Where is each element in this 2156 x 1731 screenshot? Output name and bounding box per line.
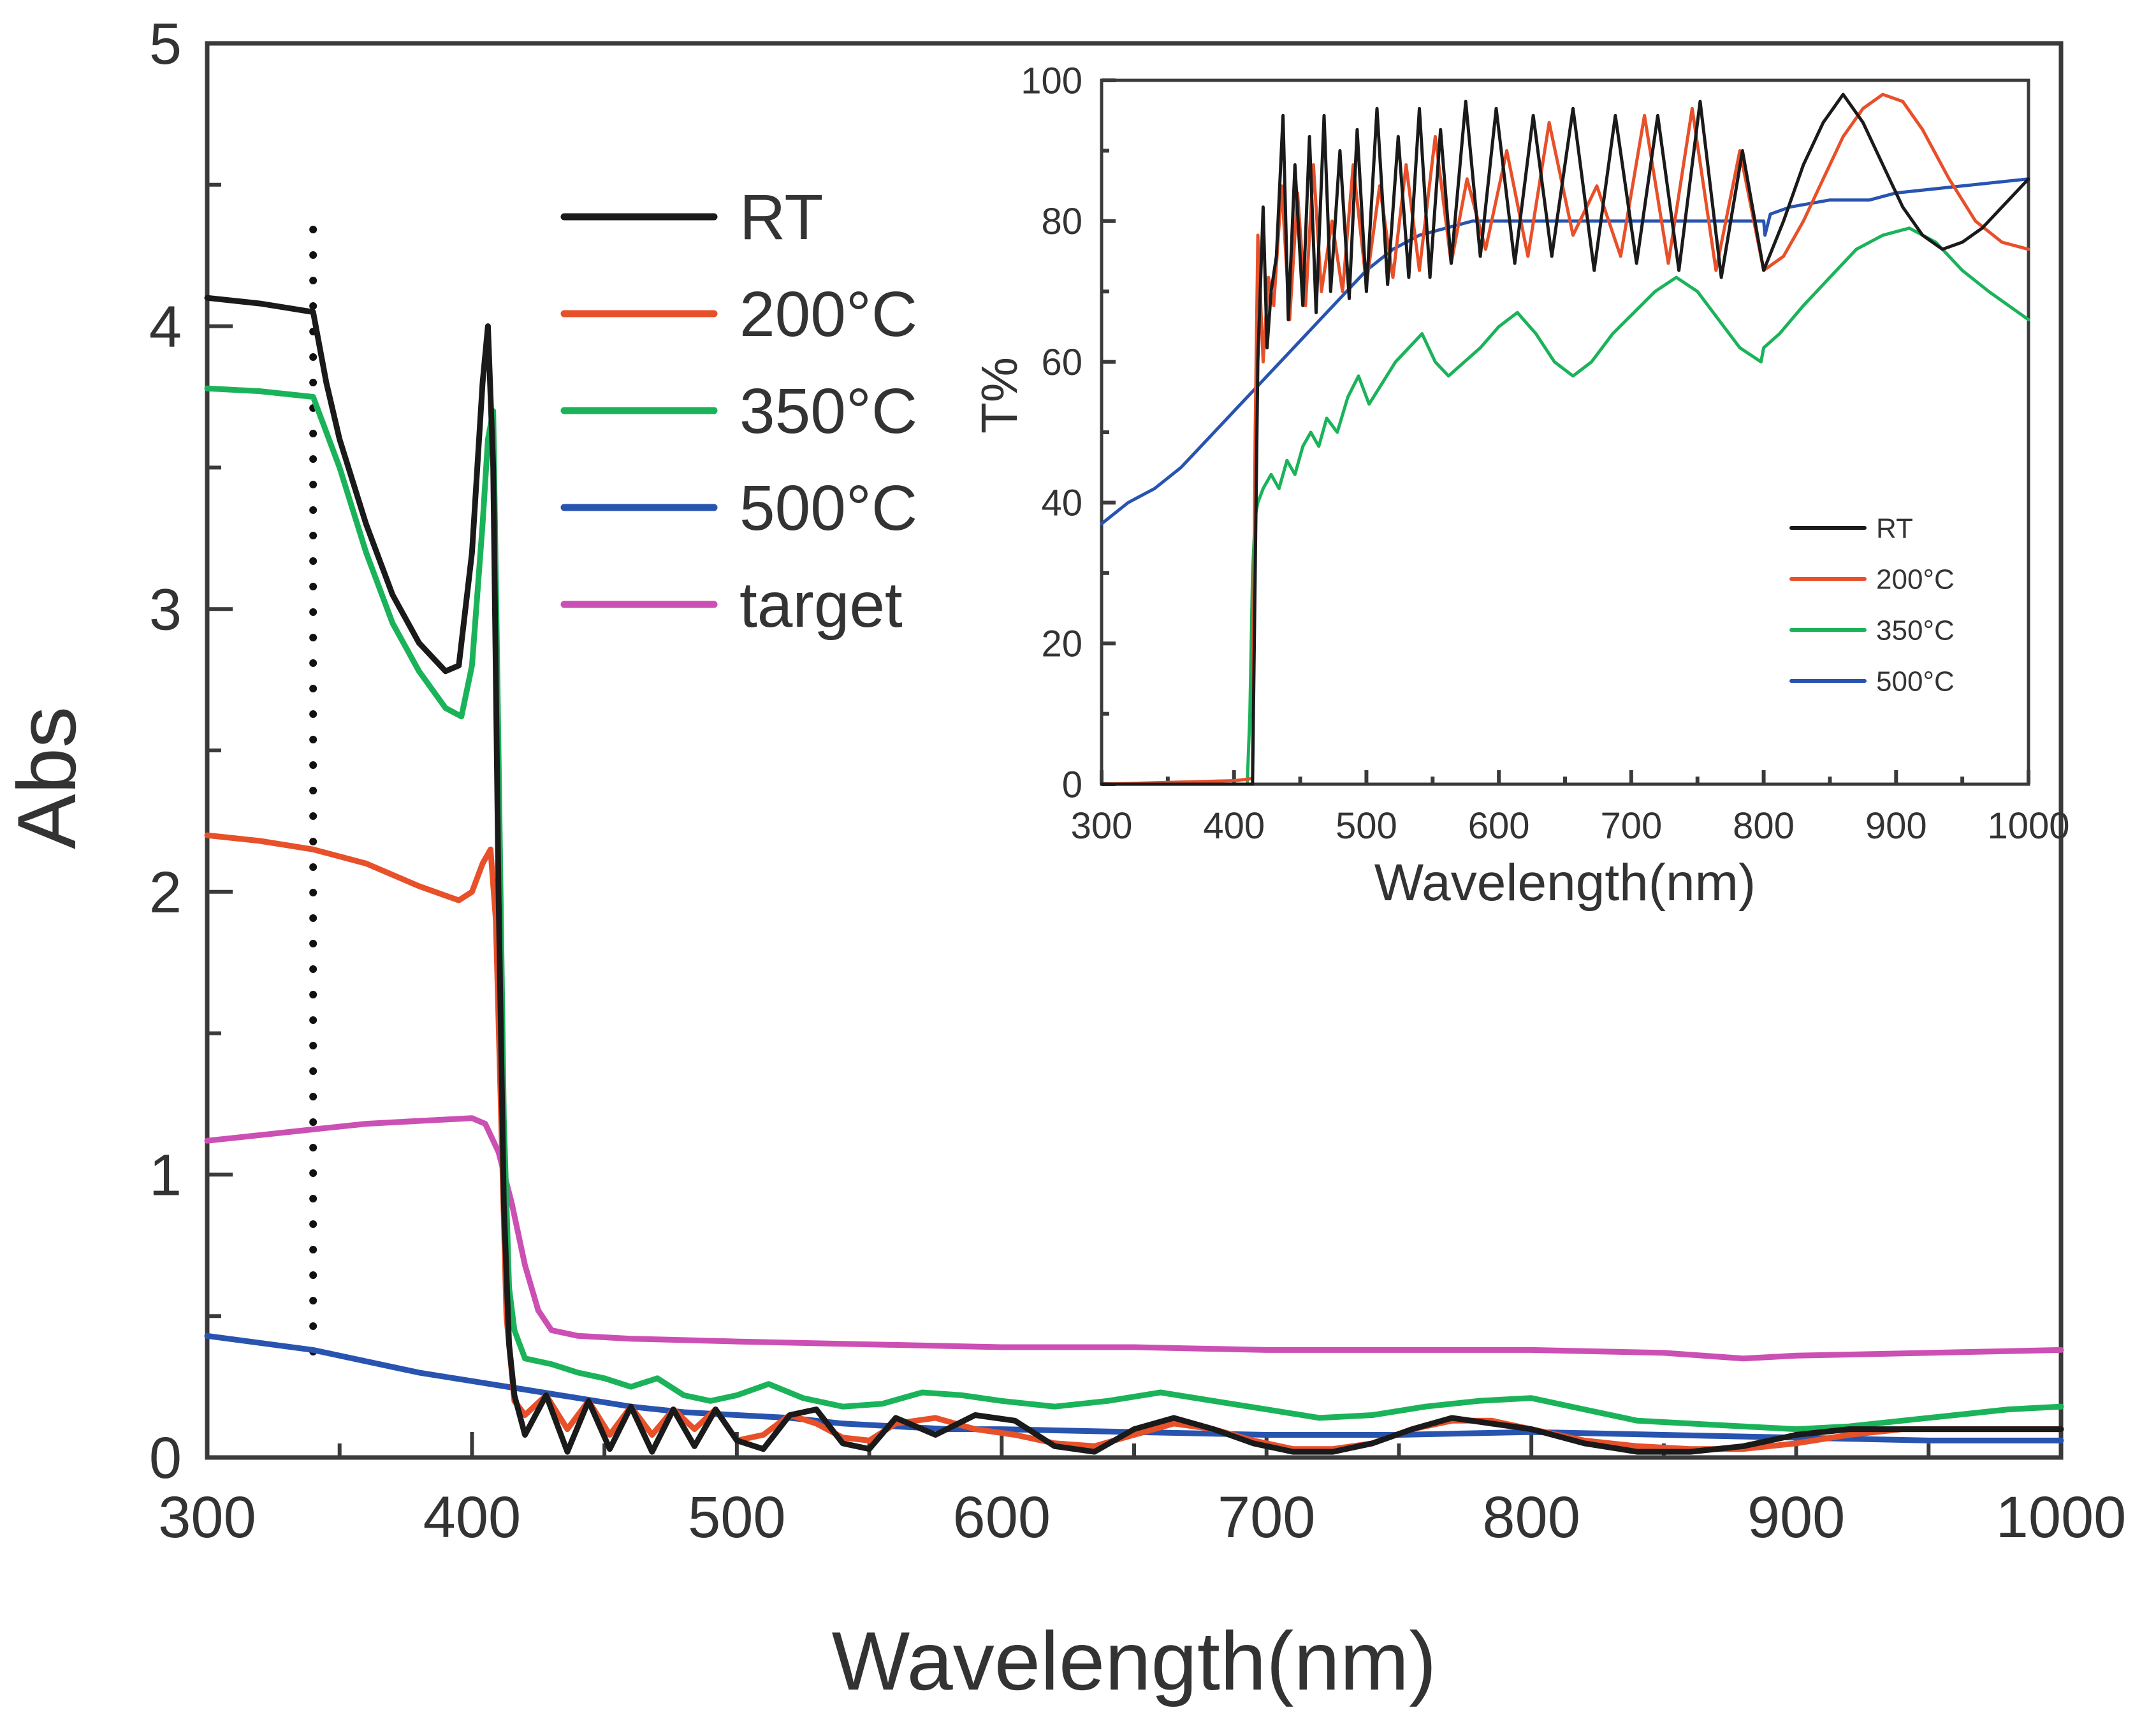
inset-transmittance-chart: 300 400 500 600 700 800 900 1000 0 20 40 60 80 100 W… [971, 60, 2070, 912]
x-tick-label: 300 [158, 1485, 256, 1550]
series-line-target [204, 1115, 2064, 1362]
main-series-group [204, 295, 2064, 1455]
inset-x-axis-label: Wavelength(nm) [1374, 854, 1756, 912]
series-line-500c [204, 1333, 2064, 1443]
inset-y-axis-label: T% [971, 357, 1028, 434]
x-tick-label: 800 [1733, 805, 1795, 847]
legend-label-200c: 200°C [739, 279, 917, 350]
y-tick-label: 80 [1041, 201, 1082, 242]
main-x-axis-label: Wavelength(nm) [832, 1614, 1437, 1707]
legend-label-200c: 200°C [1876, 564, 1955, 595]
series-line-350c [204, 385, 2064, 1433]
y-tick-label: 100 [1021, 60, 1082, 101]
inset-x-ticks: 300 400 500 600 700 800 900 1000 [1071, 770, 2070, 847]
x-tick-label: 300 [1071, 805, 1133, 847]
y-tick-label: 0 [1062, 764, 1082, 805]
legend-label-500c: 500°C [1876, 666, 1955, 697]
x-tick-label: 700 [1218, 1485, 1316, 1550]
x-tick-label: 400 [423, 1485, 521, 1550]
legend-label-500c: 500°C [739, 472, 917, 544]
y-tick-label: 4 [149, 295, 182, 360]
legend-label-rt: RT [1876, 513, 1913, 544]
series-line-350c [1100, 226, 2030, 786]
legend-label-350c: 350°C [1876, 615, 1955, 646]
series-line-rt [204, 295, 2064, 1455]
y-tick-label: 1 [149, 1143, 182, 1208]
main-y-axis-label: Abs [0, 706, 93, 849]
x-tick-label: 700 [1600, 805, 1662, 847]
legend-label-350c: 350°C [739, 376, 917, 447]
x-tick-label: 500 [1336, 805, 1397, 847]
y-tick-label: 40 [1041, 483, 1082, 524]
series-line-rt [1100, 92, 2030, 786]
x-tick-label: 1000 [1996, 1485, 2127, 1550]
x-tick-label: 900 [1865, 805, 1927, 847]
main-x-ticks: 300 400 500 600 700 800 900 1000 [158, 1432, 2126, 1550]
inset-series-group [1100, 92, 2030, 786]
inset-legend: RT 200°C 350°C 500°C [1789, 513, 1955, 697]
legend-label-rt: RT [739, 182, 824, 253]
x-tick-label: 800 [1482, 1485, 1580, 1550]
inset-y-ticks: 0 20 40 60 80 100 [1021, 60, 1116, 805]
x-tick-label: 600 [1468, 805, 1530, 847]
y-tick-label: 20 [1041, 624, 1082, 665]
y-tick-label: 0 [149, 1426, 182, 1491]
x-tick-label: 500 [688, 1485, 786, 1550]
x-tick-label: 1000 [1987, 805, 2069, 847]
main-legend: RT 200°C 350°C 500°C target [560, 182, 917, 641]
x-tick-label: 600 [953, 1485, 1051, 1550]
legend-label-target: target [739, 569, 903, 641]
main-y-ticks: 0 1 2 3 4 5 [149, 11, 233, 1491]
x-tick-label: 900 [1747, 1485, 1846, 1550]
x-tick-label: 400 [1203, 805, 1265, 847]
y-tick-label: 60 [1041, 342, 1082, 383]
y-tick-label: 5 [149, 11, 182, 77]
y-tick-label: 3 [149, 577, 182, 642]
y-tick-label: 2 [149, 860, 182, 925]
